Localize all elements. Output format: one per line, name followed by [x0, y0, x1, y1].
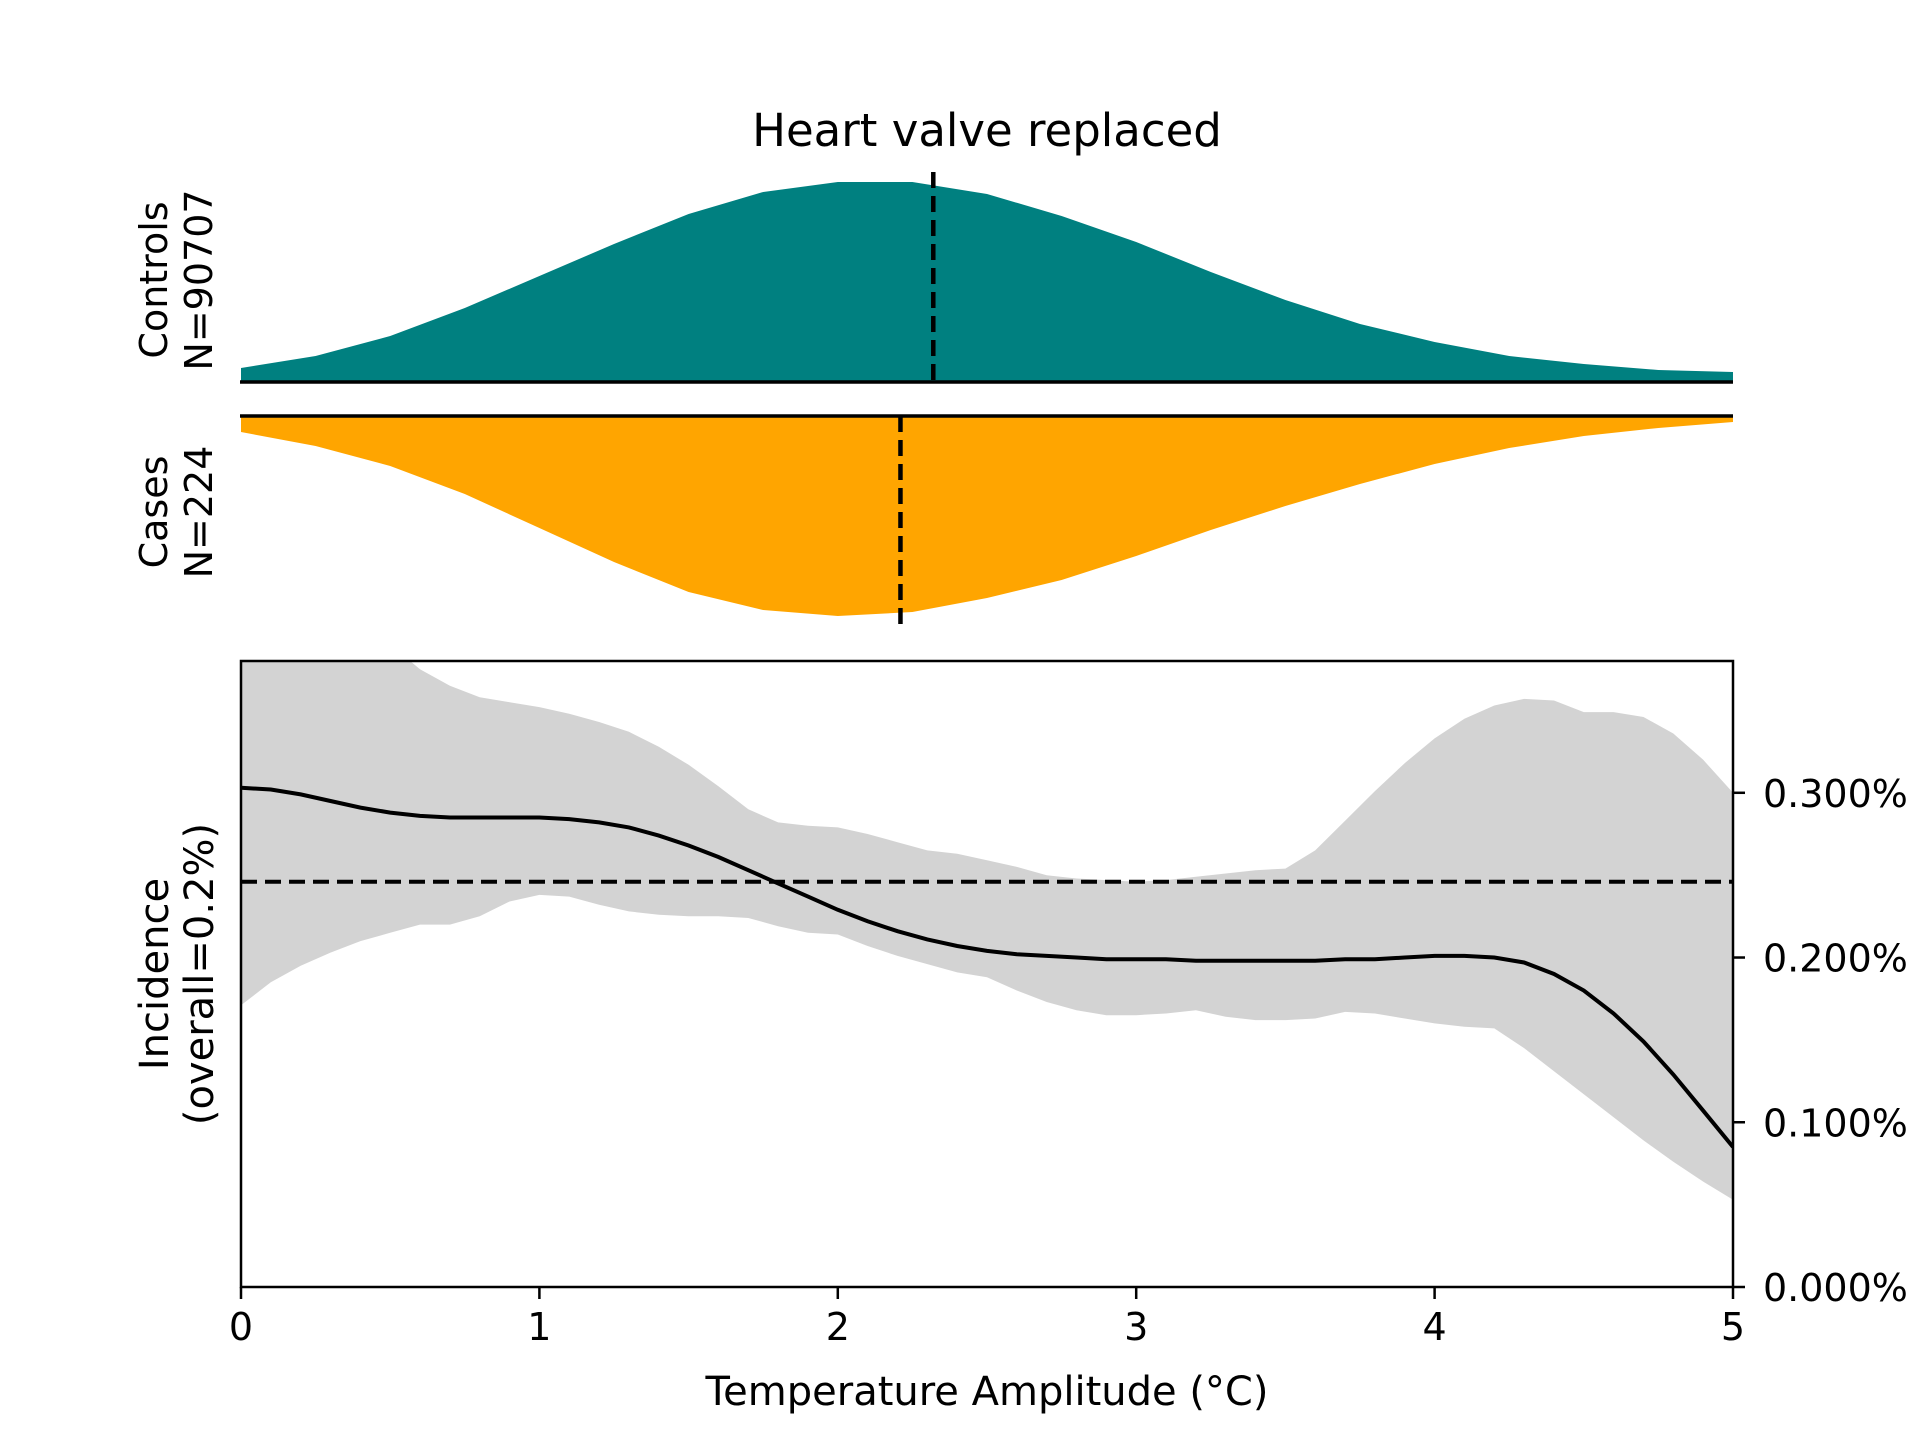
controls-n-label: N=90707	[177, 189, 221, 370]
cases-n-label: N=224	[177, 446, 221, 579]
cases-label: Cases	[132, 456, 176, 569]
y-axis-right: 0.000% 0.100% 0.200% 0.300%	[1733, 772, 1908, 1310]
y-tick-label: 0.200%	[1763, 937, 1908, 981]
controls-label: Controls	[132, 201, 176, 358]
x-axis-label: Temperature Amplitude (°C)	[705, 1369, 1269, 1415]
controls-density-area	[241, 182, 1733, 382]
x-tick-label: 3	[1124, 1305, 1148, 1349]
cases-panel: Cases N=224	[132, 414, 1733, 626]
x-tick-label: 4	[1423, 1305, 1447, 1349]
x-tick-label: 0	[229, 1305, 253, 1349]
x-axis: 0 1 2 3 4 5	[229, 1287, 1745, 1349]
y-tick-label: 0.000%	[1763, 1266, 1908, 1310]
x-tick-label: 1	[527, 1305, 551, 1349]
x-tick-label: 2	[826, 1305, 850, 1349]
cases-density-area	[241, 416, 1733, 616]
plot-frame	[239, 659, 1735, 1289]
y-axis-label-line2: (overall=0.2%)	[177, 823, 223, 1125]
controls-panel: Controls N=90707	[132, 172, 1733, 384]
y-axis-label-line1: Incidence	[132, 878, 178, 1070]
y-tick-label: 0.100%	[1763, 1101, 1908, 1145]
chart-title: Heart valve replaced	[752, 104, 1222, 157]
incidence-mean-line	[241, 785, 1733, 1149]
y-tick-label: 0.300%	[1763, 772, 1908, 816]
incidence-panel: 0 1 2 3 4 5 0.000% 0.100% 0.200% 0.300% Temperat…	[132, 659, 1908, 1415]
x-tick-label: 5	[1721, 1305, 1745, 1349]
confidence-band	[241, 661, 1733, 1200]
